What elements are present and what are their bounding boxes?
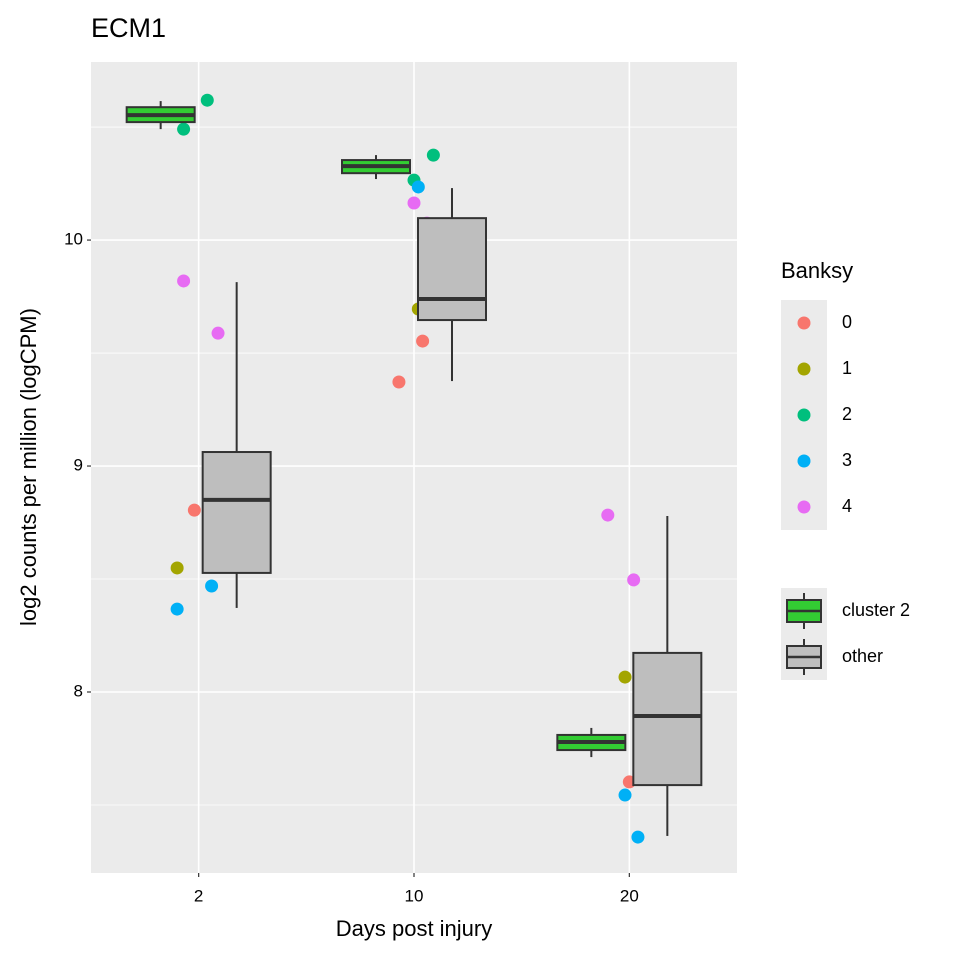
point bbox=[205, 579, 219, 593]
y-tick-label: 9 bbox=[74, 456, 83, 475]
point bbox=[416, 334, 430, 348]
box bbox=[201, 451, 272, 574]
x-tick-label: 10 bbox=[405, 886, 424, 905]
box bbox=[632, 651, 703, 787]
legend-dot bbox=[797, 500, 811, 514]
x-tick-label: 2 bbox=[194, 886, 203, 905]
legend-dot bbox=[797, 408, 811, 422]
point bbox=[200, 93, 214, 107]
chart-title: ECM1 bbox=[91, 13, 166, 43]
y-axis-title: log2 counts per million (logCPM) bbox=[16, 308, 41, 626]
legend-label: 0 bbox=[842, 312, 852, 332]
point bbox=[426, 148, 440, 162]
legend-label: cluster 2 bbox=[842, 600, 910, 620]
legend-label: 2 bbox=[842, 404, 852, 424]
point bbox=[187, 503, 201, 517]
legend-dot bbox=[797, 454, 811, 468]
legend-label: 4 bbox=[842, 496, 852, 516]
legend-label: 3 bbox=[842, 450, 852, 470]
legend-dot bbox=[797, 362, 811, 376]
x-axis-title: Days post injury bbox=[336, 916, 493, 941]
point bbox=[392, 375, 406, 389]
point bbox=[177, 274, 191, 288]
y-tick-label: 8 bbox=[74, 681, 83, 700]
point bbox=[631, 830, 645, 844]
legend-dot bbox=[797, 316, 811, 330]
point bbox=[170, 561, 184, 575]
point bbox=[618, 788, 632, 802]
point bbox=[601, 508, 615, 522]
point bbox=[170, 602, 184, 616]
legend-title: Banksy bbox=[781, 258, 853, 283]
point bbox=[411, 180, 425, 194]
point bbox=[618, 670, 632, 684]
point bbox=[177, 122, 191, 136]
y-tick-label: 10 bbox=[64, 230, 83, 249]
point bbox=[407, 196, 421, 210]
x-tick-label: 20 bbox=[620, 886, 639, 905]
legend-label: 1 bbox=[842, 358, 852, 378]
box bbox=[417, 217, 487, 322]
legend-label: other bbox=[842, 646, 883, 666]
point bbox=[627, 573, 641, 587]
point bbox=[211, 326, 225, 340]
